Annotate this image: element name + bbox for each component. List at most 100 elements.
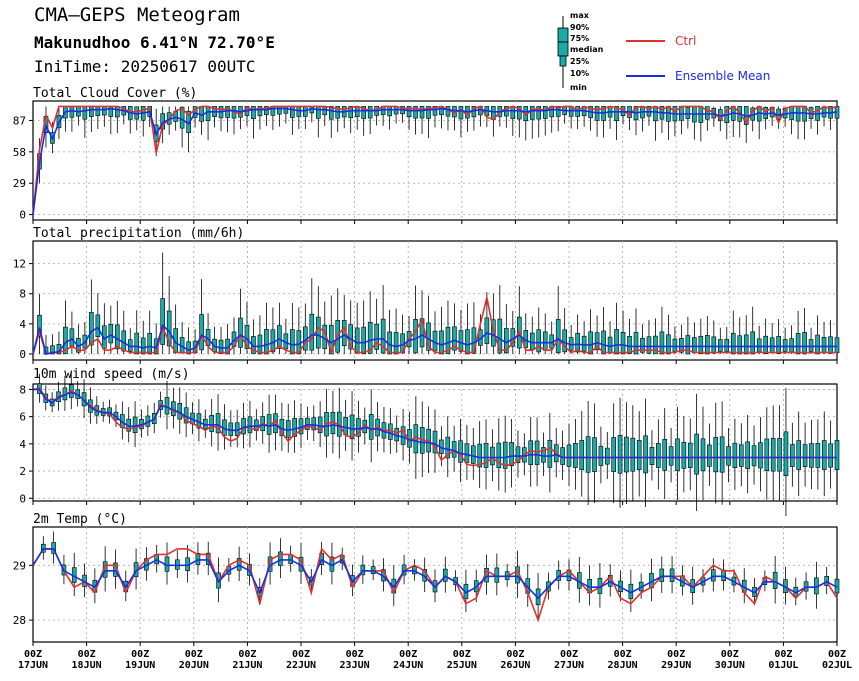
y-tick-label: 58 [13, 146, 26, 159]
box-plot [516, 106, 522, 120]
box-plot [257, 106, 263, 117]
box-plot [160, 298, 165, 345]
box-plot [795, 333, 801, 355]
box-plot [529, 106, 535, 120]
box-plot [496, 442, 502, 469]
box-plot [361, 326, 366, 355]
legend-box-upper [557, 27, 569, 43]
box-plot [692, 337, 697, 354]
box-plot [367, 106, 373, 119]
box-plot [732, 442, 738, 468]
box-plot [477, 443, 482, 468]
box-plot [821, 106, 827, 118]
box-plot [659, 331, 665, 355]
x-tick-label-date: 19JUN [125, 660, 155, 671]
box-plot [627, 335, 632, 354]
box-plot [614, 106, 619, 121]
box-plot [490, 446, 495, 466]
box-plot [484, 317, 490, 344]
box-plot [445, 436, 451, 459]
box-plot [464, 443, 470, 463]
box-plot [186, 341, 191, 355]
box-plot [620, 332, 626, 355]
box-plot [675, 438, 680, 472]
x-tick-label-date: 24JUN [393, 660, 423, 671]
box-plot [443, 568, 448, 582]
box-plot [666, 334, 671, 355]
box-plot [790, 444, 795, 467]
y-tick-label: 2 [19, 465, 26, 478]
box-plot [588, 331, 593, 355]
box-plot [51, 542, 56, 554]
box-plot [536, 106, 542, 120]
box-plot [315, 106, 321, 119]
box-plot [95, 106, 101, 116]
box-plot [349, 414, 355, 440]
box-plot [659, 568, 665, 582]
y-tick-label: 0 [19, 492, 26, 505]
box-plot [795, 106, 801, 122]
box-plot [617, 435, 623, 474]
y-tick-label: 0 [19, 348, 26, 361]
box-plot [315, 316, 321, 349]
box-plot [497, 318, 503, 354]
box-plot [611, 437, 616, 473]
box-plot [646, 336, 652, 354]
box-plot [264, 329, 269, 355]
legend-ctrl-label: Ctrl [675, 34, 696, 48]
y-tick-label: 0 [19, 209, 26, 222]
x-tick-label-time: 00Z [346, 649, 364, 660]
box-plot [636, 440, 642, 470]
box-plot [367, 322, 373, 354]
legend-box-label: 25% [570, 57, 589, 66]
box-plot [360, 564, 366, 576]
box-plot [653, 335, 658, 355]
y-tick-label: 87 [13, 114, 26, 127]
panel-2 [29, 240, 840, 364]
box-plot [672, 338, 678, 353]
box-plot [419, 106, 425, 119]
box-plot [750, 331, 756, 355]
box-plot [458, 330, 464, 352]
x-tick-label-time: 00Z [560, 649, 578, 660]
box-plot [834, 337, 840, 353]
x-tick-label-date: 18JUN [72, 660, 102, 671]
x-tick-label-time: 00Z [399, 649, 417, 660]
box-plot [50, 345, 55, 355]
legend-box-lower [557, 41, 569, 57]
box-plot [649, 447, 655, 465]
box-plot [285, 420, 291, 438]
box-plot [368, 414, 374, 440]
box-plot [195, 553, 201, 565]
box-plot [743, 334, 749, 355]
box-plot [283, 106, 289, 114]
box-plot [738, 444, 744, 467]
legend-box-label: median [570, 45, 604, 54]
legend-box-label: min [570, 83, 587, 92]
x-tick-label-time: 00Z [721, 649, 739, 660]
x-tick-label-time: 00Z [24, 649, 42, 660]
box-plot [305, 417, 310, 430]
box-plot [789, 338, 794, 353]
box-plot [356, 418, 361, 437]
mean-series-line [32, 548, 838, 600]
box-plot [679, 338, 684, 353]
box-plot [426, 106, 431, 119]
box-plot [796, 440, 802, 470]
mean-series-line [33, 388, 837, 459]
box-plot [802, 444, 808, 467]
box-plot [465, 329, 470, 355]
box-plot [432, 106, 438, 116]
box-plot [758, 442, 763, 469]
box-plot [769, 337, 775, 353]
box-plot [328, 106, 334, 120]
y-tick-label: 12 [13, 258, 26, 271]
y-tick-label: 4 [19, 318, 26, 331]
box-plot [147, 332, 153, 355]
box-plot [700, 438, 706, 472]
box-plot [592, 437, 597, 472]
box-plot [808, 339, 814, 352]
box-plot [745, 441, 750, 469]
x-tick-label-time: 00Z [667, 649, 685, 660]
y-tick-label: 6 [19, 411, 26, 424]
